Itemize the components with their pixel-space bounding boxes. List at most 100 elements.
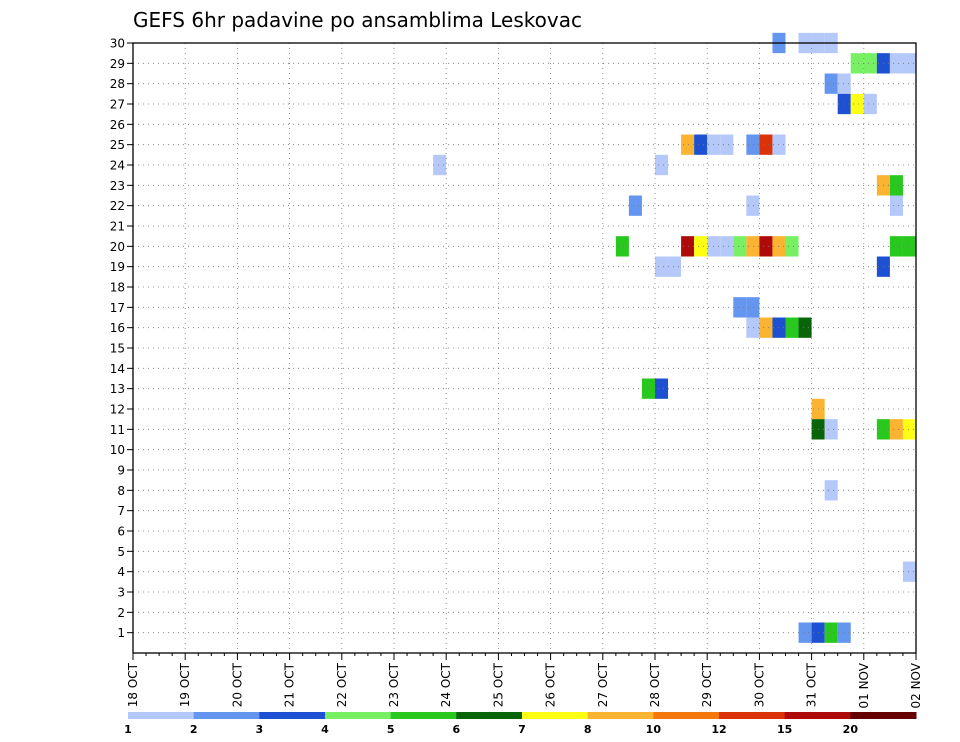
x-tick-label: 25 OCT (491, 662, 505, 707)
y-tick-label: 20 (110, 240, 125, 254)
y-tick-label: 23 (110, 179, 125, 193)
x-tick-label: 20 OCT (230, 662, 244, 707)
precip-cell (863, 93, 877, 115)
precip-cell (902, 419, 916, 440)
precip-cell (889, 419, 903, 440)
y-tick-label: 22 (110, 199, 125, 213)
x-tick-label: 31 OCT (805, 662, 819, 707)
y-tick-label: 14 (110, 362, 125, 376)
precip-cell (785, 236, 799, 257)
colorbar-legend: 1 2 3 4 5 6 7 8 10 12 15 20 (124, 712, 917, 736)
colorbar-swatch (653, 712, 720, 719)
precip-cell (798, 317, 812, 338)
y-tick-label: 25 (110, 138, 125, 152)
x-tick-label: 24 OCT (439, 662, 453, 707)
y-tick-label: 19 (110, 260, 125, 274)
x-tick-label: 21 OCT (283, 662, 297, 707)
precip-cell (759, 134, 773, 155)
precip-cell (850, 93, 864, 115)
precip-cell (889, 175, 903, 196)
x-tick-label: 19 OCT (178, 662, 192, 707)
x-tick-label: 02 NOV (909, 662, 923, 708)
x-tick-label: 26 OCT (544, 662, 558, 707)
colorbar-swatch (522, 712, 589, 719)
precip-cell (837, 622, 851, 643)
precip-cell (694, 236, 708, 257)
colorbar-swatch (850, 712, 917, 719)
y-tick-label: 13 (110, 382, 125, 396)
colorbar-swatch (325, 712, 392, 719)
precip-cell (655, 154, 669, 176)
precip-cell (889, 53, 903, 74)
y-tick-label: 21 (110, 220, 125, 234)
y-tick-label: 9 (117, 464, 125, 478)
precip-cell (746, 236, 760, 257)
colorbar-swatch (259, 712, 326, 719)
y-tick-label: 16 (110, 321, 125, 335)
precip-cell (720, 134, 734, 155)
y-tick-label: 5 (117, 545, 125, 559)
precip-cell (863, 53, 877, 74)
precip-cell (759, 317, 773, 338)
precip-cell (889, 195, 903, 216)
y-tick-label: 10 (110, 443, 125, 457)
x-tick-label: 01 NOV (857, 662, 871, 708)
colorbar-label: 5 (387, 723, 395, 736)
colorbar-label: 7 (518, 723, 526, 736)
y-tick-label: 15 (110, 342, 125, 356)
y-tick-label: 27 (110, 98, 125, 112)
colorbar-label: 2 (190, 723, 198, 736)
precip-cell (655, 378, 669, 399)
colorbar-swatch (784, 712, 851, 719)
y-tick-label: 8 (117, 484, 125, 498)
x-tick-label: 27 OCT (596, 662, 610, 707)
y-tick-label: 1 (117, 626, 125, 640)
y-axis: 1234567891011121314151617181920212223242… (110, 37, 133, 640)
colorbar-swatch (456, 712, 523, 719)
precip-cell (850, 53, 864, 74)
precip-cell (733, 297, 747, 318)
precip-cell (902, 53, 916, 74)
y-tick-label: 2 (117, 606, 125, 620)
colorbar-label: 10 (646, 723, 662, 736)
colorbar-label: 6 (453, 723, 461, 736)
y-tick-label: 26 (110, 118, 125, 132)
colorbar-swatch (390, 712, 457, 719)
precip-cell (733, 236, 747, 257)
y-tick-label: 18 (110, 281, 125, 295)
precip-cell (902, 561, 916, 582)
y-tick-label: 30 (110, 37, 125, 51)
x-tick-label: 29 OCT (700, 662, 714, 707)
y-tick-label: 6 (117, 525, 125, 539)
precip-cell (889, 236, 903, 257)
precip-cell (681, 134, 695, 155)
colorbar-swatch (587, 712, 654, 719)
x-tick-label: 28 OCT (648, 662, 662, 707)
y-tick-label: 7 (117, 504, 125, 518)
colorbar-label: 3 (256, 723, 264, 736)
precip-cell (694, 134, 708, 155)
precip-cell (837, 73, 851, 94)
colorbar-swatch (719, 712, 786, 719)
colorbar-label: 12 (711, 723, 726, 736)
precip-cell (785, 317, 799, 338)
x-axis: 18 OCT 19 OCT 20 OCT 21 OCT 22 OCT 23 OCT 24 O… (126, 653, 923, 709)
grid-lines (133, 42, 917, 653)
precip-cell (746, 195, 760, 216)
y-tick-label: 24 (110, 159, 125, 173)
precip-cell (824, 73, 838, 94)
precip-cell (798, 622, 812, 643)
colorbar-label: 4 (321, 723, 329, 736)
precip-cell (655, 256, 669, 277)
precip-cell (720, 236, 734, 257)
precip-cell (824, 419, 838, 440)
colorbar-label: 8 (584, 723, 592, 736)
colorbar-label: 1 (124, 723, 132, 736)
precip-cell (837, 93, 851, 115)
y-tick-label: 28 (110, 77, 125, 91)
x-tick-label: 22 OCT (335, 662, 349, 707)
colorbar-swatch (128, 712, 195, 719)
y-tick-label: 12 (110, 403, 125, 417)
x-tick-label: 23 OCT (387, 662, 401, 707)
